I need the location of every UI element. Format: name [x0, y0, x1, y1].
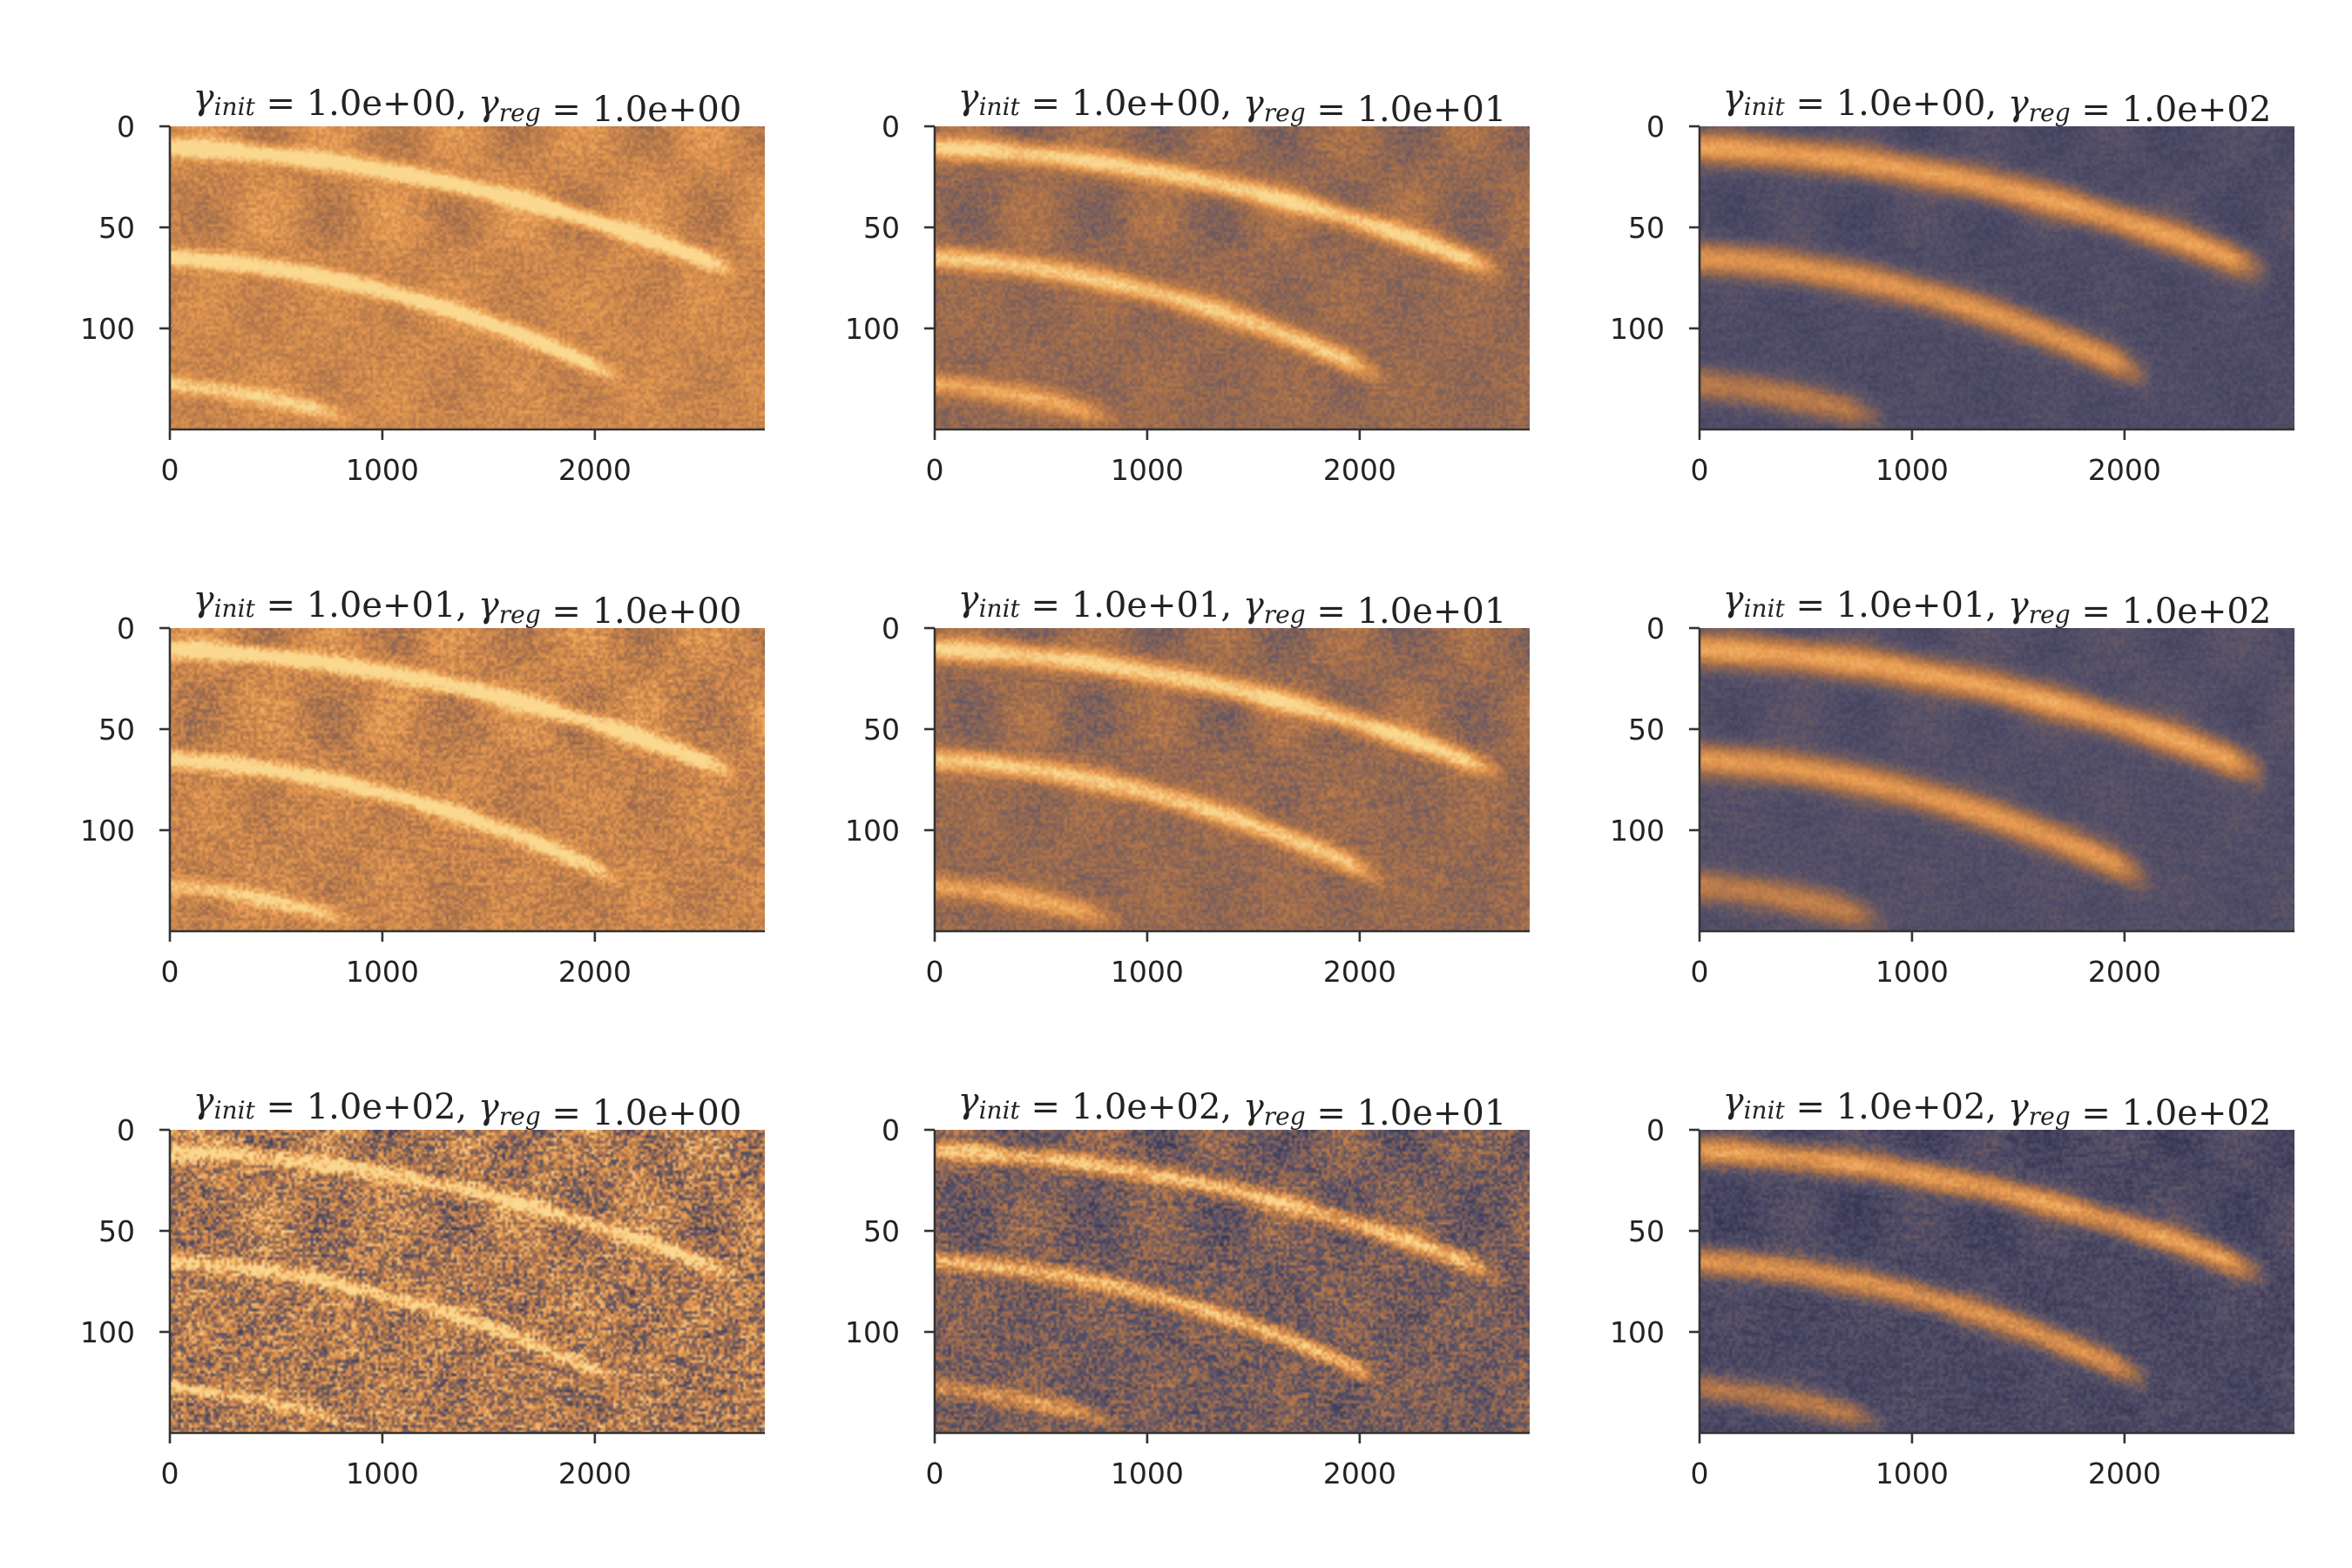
panel-title: γinit = 1.0e+00, γreg = 1.0e+01 [958, 78, 1507, 130]
y-tick-label: 100 [845, 814, 900, 848]
y-tick-label: 100 [80, 312, 135, 346]
x-tick-label: 0 [926, 1456, 944, 1490]
y-tick-label: 50 [863, 1214, 900, 1248]
heatmap-panel: γinit = 1.0e+02, γreg = 1.0e+000 1000 2000… [80, 1081, 765, 1490]
heatmap-image [935, 1130, 1530, 1433]
heatmap-panel: γinit = 1.0e+00, γreg = 1.0e+020 1000 2000… [1610, 78, 2295, 487]
x-tick-label: 1000 [346, 1456, 419, 1490]
x-tick-label: 2000 [558, 453, 632, 487]
y-tick-label: 50 [863, 713, 900, 747]
y-tick-label: 50 [1628, 1214, 1665, 1248]
x-tick-label: 0 [1691, 453, 1709, 487]
heatmap-panel: γinit = 1.0e+00, γreg = 1.0e+000 1000 2000… [80, 78, 765, 487]
y-tick-label: 0 [1646, 110, 1665, 144]
heatmap-panel: γinit = 1.0e+01, γreg = 1.0e+000 1000 2000… [80, 579, 765, 989]
x-tick-label: 2000 [2088, 955, 2161, 989]
y-tick-label: 100 [845, 312, 900, 346]
x-tick-label: 1000 [1111, 453, 1184, 487]
panel-title: γinit = 1.0e+00, γreg = 1.0e+02 [1723, 78, 2272, 130]
y-tick-label: 0 [117, 1113, 135, 1147]
x-tick-label: 1000 [346, 955, 419, 989]
panel-title: γinit = 1.0e+01, γreg = 1.0e+00 [193, 579, 742, 632]
y-tick-label: 50 [98, 211, 135, 245]
x-tick-label: 1000 [346, 453, 419, 487]
y-tick-label: 100 [80, 814, 135, 848]
y-tick-label: 100 [1610, 1315, 1665, 1349]
x-tick-label: 1000 [1111, 1456, 1184, 1490]
x-tick-label: 1000 [1876, 453, 1949, 487]
x-tick-label: 2000 [2088, 1456, 2161, 1490]
x-tick-label: 0 [161, 453, 179, 487]
x-tick-label: 0 [1691, 955, 1709, 989]
heatmap-image [1700, 628, 2295, 931]
y-tick-label: 0 [882, 110, 900, 144]
heatmap-image [170, 1130, 765, 1433]
y-tick-label: 100 [80, 1315, 135, 1349]
x-tick-label: 0 [161, 955, 179, 989]
x-tick-label: 1000 [1111, 955, 1184, 989]
x-tick-label: 2000 [1323, 453, 1396, 487]
heatmap-panel: γinit = 1.0e+01, γreg = 1.0e+020 1000 2000… [1610, 579, 2295, 989]
y-tick-label: 50 [98, 713, 135, 747]
y-tick-label: 0 [117, 612, 135, 645]
x-tick-label: 0 [161, 1456, 179, 1490]
panel-title: γinit = 1.0e+02, γreg = 1.0e+00 [193, 1081, 742, 1133]
heatmap-panel: γinit = 1.0e+02, γreg = 1.0e+010 1000 2000… [845, 1081, 1530, 1490]
x-tick-label: 0 [1691, 1456, 1709, 1490]
y-tick-label: 0 [117, 110, 135, 144]
heatmap-image [1700, 126, 2295, 429]
heatmap-panel: γinit = 1.0e+02, γreg = 1.0e+020 1000 2000… [1610, 1081, 2295, 1490]
y-tick-label: 50 [1628, 211, 1665, 245]
y-tick-label: 100 [845, 1315, 900, 1349]
heatmap-image [1700, 1130, 2295, 1433]
x-tick-label: 2000 [1323, 1456, 1396, 1490]
y-tick-label: 50 [1628, 713, 1665, 747]
heatmap-image [935, 126, 1530, 429]
x-tick-label: 2000 [558, 955, 632, 989]
x-tick-label: 1000 [1876, 955, 1949, 989]
x-tick-label: 1000 [1876, 1456, 1949, 1490]
x-tick-label: 0 [926, 955, 944, 989]
heatmap-panel: γinit = 1.0e+01, γreg = 1.0e+010 1000 2000… [845, 579, 1530, 989]
heatmap-image [170, 628, 765, 931]
y-tick-label: 50 [863, 211, 900, 245]
heatmap-image [170, 126, 765, 429]
y-tick-label: 50 [98, 1214, 135, 1248]
panel-title: γinit = 1.0e+01, γreg = 1.0e+02 [1723, 579, 2272, 632]
y-tick-label: 100 [1610, 814, 1665, 848]
x-tick-label: 0 [926, 453, 944, 487]
y-tick-label: 0 [1646, 1113, 1665, 1147]
panel-title: γinit = 1.0e+00, γreg = 1.0e+00 [193, 78, 742, 130]
heatmap-panel: γinit = 1.0e+00, γreg = 1.0e+010 1000 2000… [845, 78, 1530, 487]
heatmap-image [935, 628, 1530, 931]
x-tick-label: 2000 [1323, 955, 1396, 989]
y-tick-label: 0 [1646, 612, 1665, 645]
y-tick-label: 100 [1610, 312, 1665, 346]
y-tick-label: 0 [882, 612, 900, 645]
panel-title: γinit = 1.0e+02, γreg = 1.0e+02 [1723, 1081, 2272, 1133]
panel-title: γinit = 1.0e+02, γreg = 1.0e+01 [958, 1081, 1507, 1133]
x-tick-label: 2000 [558, 1456, 632, 1490]
y-tick-label: 0 [882, 1113, 900, 1147]
panel-title: γinit = 1.0e+01, γreg = 1.0e+01 [958, 579, 1507, 632]
x-tick-label: 2000 [2088, 453, 2161, 487]
